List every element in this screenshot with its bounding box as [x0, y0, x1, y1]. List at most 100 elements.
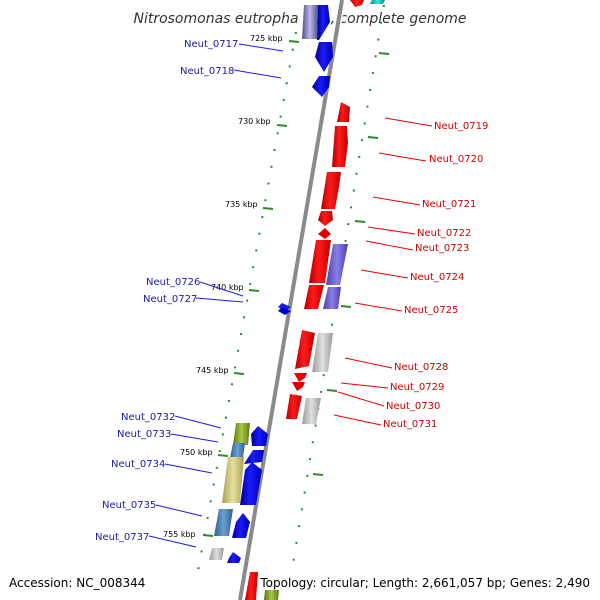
gene-label-0721[interactable]: Neut_0721	[422, 199, 476, 210]
tick-mark-755	[202, 534, 214, 537]
leader-line-0719	[384, 117, 433, 127]
gene-feature-blue-0718[interactable]	[312, 76, 330, 97]
gene-label-0720[interactable]: Neut_0720	[429, 154, 483, 165]
genome-summary-text: Topology: circular; Length: 2,661,057 bp…	[259, 576, 590, 590]
gene-feature-cyan-top[interactable]	[370, 0, 385, 4]
genome-title: Nitrosomonas eutropha C91, complete geno…	[133, 11, 466, 27]
tick-label-750: 750 kbp	[180, 448, 213, 457]
tick-label-740: 740 kbp	[211, 283, 244, 292]
feature-track-right	[245, 0, 385, 600]
tick-label-755: 755 kbp	[163, 530, 196, 539]
tick-mark-745	[233, 372, 245, 375]
leader-line-0725	[354, 302, 403, 312]
tick-mark-right-1	[378, 52, 390, 55]
leader-line-0726	[199, 281, 244, 297]
gene-feature-red-0721[interactable]	[321, 172, 341, 209]
tick-mark-750	[217, 454, 229, 457]
gene-feature-lavender-1[interactable]	[302, 5, 318, 39]
gene-feature-khaki-0734[interactable]	[222, 457, 244, 503]
gene-feature-red-0723b[interactable]	[309, 240, 331, 283]
gene-feature-red-0729[interactable]	[294, 373, 307, 382]
accession-text: Accession: NC_008344	[9, 576, 145, 590]
tick-mark-right-4	[340, 305, 352, 308]
gene-feature-blue-0733[interactable]	[251, 426, 268, 446]
tick-mark-right-3	[354, 220, 366, 223]
gene-feature-purple-0725[interactable]	[323, 287, 341, 309]
gene-feature-purple-0724[interactable]	[326, 244, 348, 285]
gene-label-0717[interactable]: Neut_0717	[184, 39, 238, 50]
genome-backbone	[238, 0, 344, 600]
leader-line-0720	[378, 152, 427, 162]
gene-label-0735[interactable]: Neut_0735	[102, 500, 156, 511]
gene-feature-red-0722[interactable]	[318, 211, 333, 226]
leader-line-0732	[174, 415, 222, 429]
gene-feature-blue-0717a[interactable]	[317, 5, 330, 40]
gene-feature-blue-0734[interactable]	[240, 462, 262, 505]
gene-label-0718[interactable]: Neut_0718	[180, 66, 234, 77]
leader-line-0729	[340, 382, 389, 389]
gene-label-0723[interactable]: Neut_0723	[415, 243, 469, 254]
gene-feature-red-0728[interactable]	[295, 330, 315, 369]
gene-feature-olive-0732[interactable]	[233, 423, 250, 445]
leader-line-0724	[360, 269, 409, 279]
leader-line-0731	[333, 414, 382, 426]
gene-feature-blue-0737[interactable]	[227, 552, 241, 563]
leader-line-0728	[344, 357, 393, 369]
gene-feature-blue-0726[interactable]	[278, 303, 291, 311]
gene-label-0725[interactable]: Neut_0725	[404, 305, 458, 316]
gene-label-0730[interactable]: Neut_0730	[386, 401, 440, 412]
leader-line-0733	[170, 433, 219, 443]
gene-label-0719[interactable]: Neut_0719	[434, 121, 488, 132]
feature-track-left	[209, 5, 333, 600]
gene-feature-grey-0728[interactable]	[312, 333, 333, 372]
gene-feature-blue-0717[interactable]	[315, 42, 333, 72]
gene-feature-red-top[interactable]	[350, 0, 364, 7]
gene-feature-red-0729b[interactable]	[292, 382, 305, 391]
gene-feature-blue-0735[interactable]	[232, 513, 250, 538]
gene-feature-red-0725a[interactable]	[304, 285, 324, 309]
gene-label-0729[interactable]: Neut_0729	[390, 382, 444, 393]
gene-label-0732[interactable]: Neut_0732	[121, 412, 175, 423]
leader-line-0727	[195, 297, 244, 303]
gene-labels-left: Neut_0717 Neut_0718 Neut_0726 Neut_0727 …	[95, 39, 238, 543]
tick-mark-right-2	[367, 136, 379, 139]
gene-label-0722[interactable]: Neut_0722	[417, 228, 471, 239]
ruler-right-track	[291, 4, 385, 571]
leader-line-0734	[164, 463, 213, 474]
tick-label-735: 735 kbp	[225, 200, 258, 209]
leader-line-0730	[337, 391, 385, 407]
tick-mark-725	[288, 40, 300, 43]
gene-feature-red-0730[interactable]	[286, 394, 302, 419]
leader-lines-left	[148, 43, 284, 548]
gene-label-0728[interactable]: Neut_0728	[394, 362, 448, 373]
tick-label-745: 745 kbp	[196, 366, 229, 375]
gene-label-0727[interactable]: Neut_0727	[143, 294, 197, 305]
gene-feature-red-0723[interactable]	[318, 228, 331, 239]
gene-feature-grey-0731[interactable]	[302, 398, 321, 424]
leader-lines-right	[333, 117, 433, 426]
gene-feature-steel-0735[interactable]	[214, 509, 233, 536]
gene-label-0733[interactable]: Neut_0733	[117, 429, 171, 440]
tick-mark-right-6	[312, 473, 324, 476]
gene-feature-blue-0727[interactable]	[278, 307, 291, 315]
gene-label-0734[interactable]: Neut_0734	[111, 459, 165, 470]
tick-label-725: 725 kbp	[250, 34, 283, 43]
gene-feature-red-bottom[interactable]	[245, 572, 258, 600]
gene-label-0726[interactable]: Neut_0726	[146, 277, 200, 288]
leader-line-0735	[155, 504, 203, 517]
tick-mark-740	[248, 289, 260, 292]
gene-feature-steel-0733[interactable]	[230, 443, 245, 458]
gene-feature-grey-0737[interactable]	[209, 548, 224, 560]
gene-feature-red-0720[interactable]	[332, 126, 348, 167]
ruler-ticks: 725 kbp 730 kbp 735 kbp 740 kbp 745 kbp …	[163, 34, 390, 539]
tick-label-730: 730 kbp	[238, 117, 271, 126]
gene-feature-red-0719[interactable]	[337, 102, 350, 122]
gene-feature-olive-bottom[interactable]	[264, 590, 279, 600]
gene-label-0737[interactable]: Neut_0737	[95, 532, 149, 543]
gene-feature-blue-0734a[interactable]	[244, 450, 264, 464]
leader-line-0723	[365, 240, 414, 251]
gene-label-0731[interactable]: Neut_0731	[383, 419, 437, 430]
gene-label-0724[interactable]: Neut_0724	[410, 272, 464, 283]
